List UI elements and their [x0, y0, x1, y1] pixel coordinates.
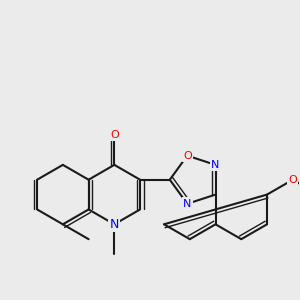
Text: O: O: [110, 130, 119, 140]
Text: O: O: [288, 175, 297, 185]
Text: O: O: [183, 151, 192, 161]
Text: N: N: [110, 218, 119, 231]
Text: N: N: [211, 160, 220, 170]
Text: N: N: [183, 199, 191, 209]
